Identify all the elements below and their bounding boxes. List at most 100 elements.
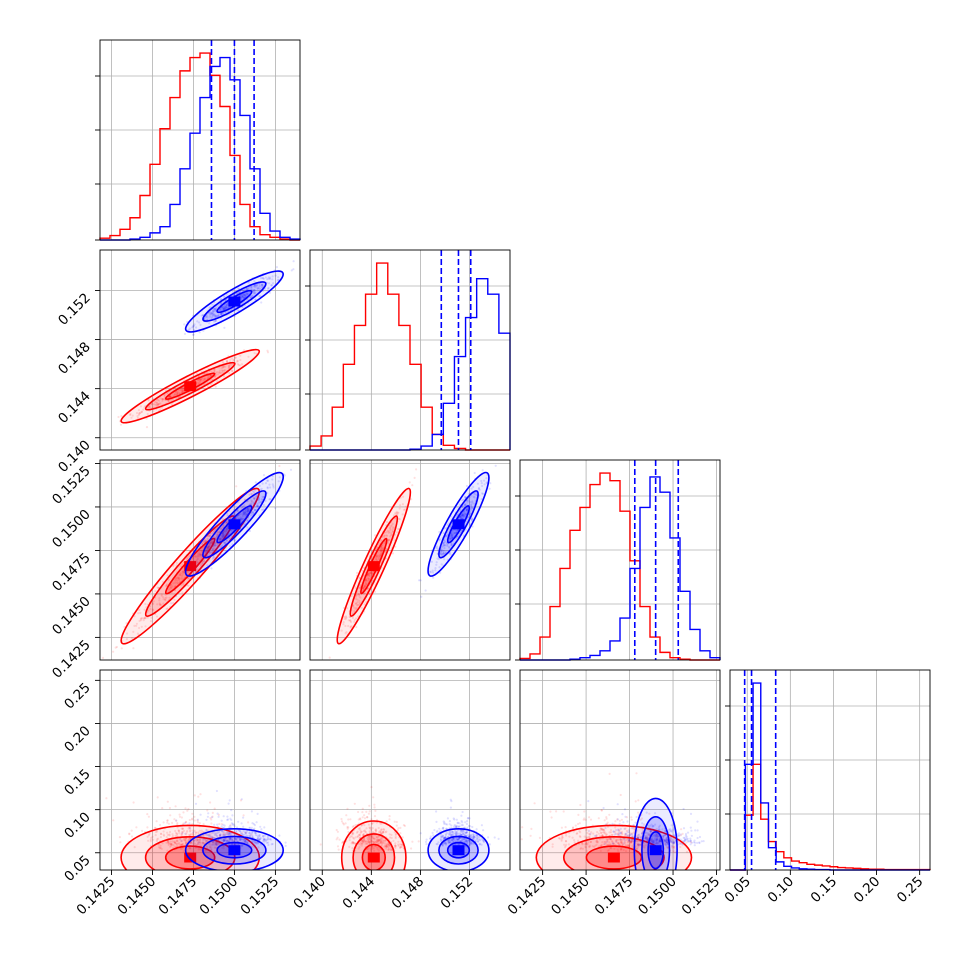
panel-2-0-point xyxy=(135,622,138,625)
panel-3-0-point xyxy=(213,842,216,845)
panel-2-0-point xyxy=(219,537,222,540)
panel-3-0-point xyxy=(231,843,234,846)
panel-1-0-point xyxy=(168,395,171,398)
panel-2-1-point xyxy=(368,572,371,575)
panel-3-2-point xyxy=(610,833,613,837)
panel-2-1-point xyxy=(446,543,449,546)
panel-2-1-point xyxy=(465,509,468,512)
panel-3-2-point xyxy=(629,842,632,846)
panel-3-0-point xyxy=(238,839,242,842)
panel-2-1-point xyxy=(355,625,358,629)
panel-3-1-point xyxy=(432,834,435,837)
panel-2-1-point xyxy=(344,632,347,635)
panel-2-1-point xyxy=(345,631,348,634)
panel-2-0-point xyxy=(233,539,237,542)
panel-3-0-point xyxy=(244,840,247,843)
panel-3-0-point xyxy=(197,848,200,851)
panel-2-0-point xyxy=(165,607,168,611)
panel-1-0-point xyxy=(221,366,224,369)
panel-3-1-point xyxy=(441,834,444,837)
panel-3-0-point xyxy=(155,820,158,823)
panel-3-2-point xyxy=(609,838,612,841)
panel-3-1-point xyxy=(478,843,481,846)
panel-3-2-point xyxy=(634,821,637,824)
panel-3-0-point xyxy=(182,811,185,814)
panel-3-0-point xyxy=(128,833,131,836)
panel-1-0-point xyxy=(207,376,210,379)
panel-1-0-point xyxy=(254,286,257,289)
panel-2-1-point xyxy=(367,573,370,576)
panel-3-2-point xyxy=(600,831,603,834)
panel-3-0-point xyxy=(211,841,215,844)
panel-3-0-point xyxy=(244,831,248,834)
panel-3-1-point xyxy=(451,833,454,836)
panel-2-1-point xyxy=(344,616,347,619)
panel-3-1-point xyxy=(370,845,373,849)
panel-3-0-point xyxy=(203,849,206,853)
panel-2-1-point xyxy=(470,518,473,521)
panel-2-0-point xyxy=(250,500,254,503)
panel-3-0-point xyxy=(205,818,208,822)
panel-3-2-point xyxy=(625,816,629,819)
panel-3-1-point xyxy=(459,833,462,836)
panel-3-1-point xyxy=(374,829,377,832)
panel-3-0-point xyxy=(202,823,205,826)
panel-2-0-point xyxy=(140,625,143,628)
panel-3-2-point xyxy=(686,831,690,834)
panel-3-1-point xyxy=(357,810,360,814)
panel-1-0-point xyxy=(161,397,164,401)
panel-3-0-point xyxy=(255,821,258,824)
panel-3-1-point xyxy=(369,827,372,830)
panel-2-1-point xyxy=(402,508,406,511)
panel-3-0-point xyxy=(223,824,226,827)
panel-1-0-point xyxy=(221,369,224,372)
panel-2-1-point xyxy=(389,529,392,532)
panel-2-0-point xyxy=(244,514,247,518)
panel-1-0-point xyxy=(147,399,150,402)
panel-3-2-point xyxy=(605,832,608,835)
panel-3-0-point xyxy=(184,837,187,840)
panel-3-1-point xyxy=(362,833,365,837)
panel-3-1-point xyxy=(374,828,377,831)
panel-2-0-point xyxy=(277,480,280,483)
panel-2-0-point xyxy=(181,591,184,594)
panel-3-1-point xyxy=(461,832,465,836)
panel-3-0-point xyxy=(264,838,267,841)
panel-3-0-point xyxy=(284,844,287,848)
panel-2-0-point xyxy=(197,552,200,555)
panel-2-0-point xyxy=(224,530,227,533)
panel-2-1-point xyxy=(374,590,377,593)
panel-3-0-point xyxy=(222,839,225,842)
panel-3-0-point xyxy=(228,831,231,835)
panel-1-0-point xyxy=(266,349,269,352)
panel-3-2-point xyxy=(634,800,637,803)
panel-2-1-point xyxy=(455,530,458,533)
panel-2-0-point xyxy=(152,609,155,612)
panel-3-0-point xyxy=(259,825,262,828)
panel-2-1-point xyxy=(464,496,467,499)
panel-2-0-point xyxy=(225,539,228,542)
panel-2-1-point xyxy=(443,540,446,543)
panel-2-0-point xyxy=(171,585,174,588)
panel-3-0-point xyxy=(234,843,237,846)
panel-3-1-point xyxy=(381,832,384,835)
panel-3-1-point xyxy=(361,839,364,842)
panel-3-1-point xyxy=(471,842,474,845)
panel-1-0-point xyxy=(168,395,171,398)
panel-2-1-point xyxy=(379,539,382,543)
panel-2-1-point xyxy=(466,507,469,510)
panel-1-0-point xyxy=(223,295,226,298)
panel-3-1-point xyxy=(368,810,371,813)
panel-3-2-point xyxy=(606,839,609,842)
panel-2-1-point xyxy=(444,544,447,547)
panel-3-0-point xyxy=(196,818,199,821)
panel-3-1-point xyxy=(463,837,466,841)
panel-1-0-point xyxy=(203,377,206,380)
panel-3-1-point xyxy=(375,829,378,832)
panel-2-1-point xyxy=(450,537,453,540)
panel-2-0-point xyxy=(225,530,228,533)
panel-2-0-point xyxy=(160,593,163,596)
panel-3-1-point xyxy=(466,839,469,842)
panel-3-2-point xyxy=(637,843,640,847)
panel-3-0-point xyxy=(159,844,162,847)
